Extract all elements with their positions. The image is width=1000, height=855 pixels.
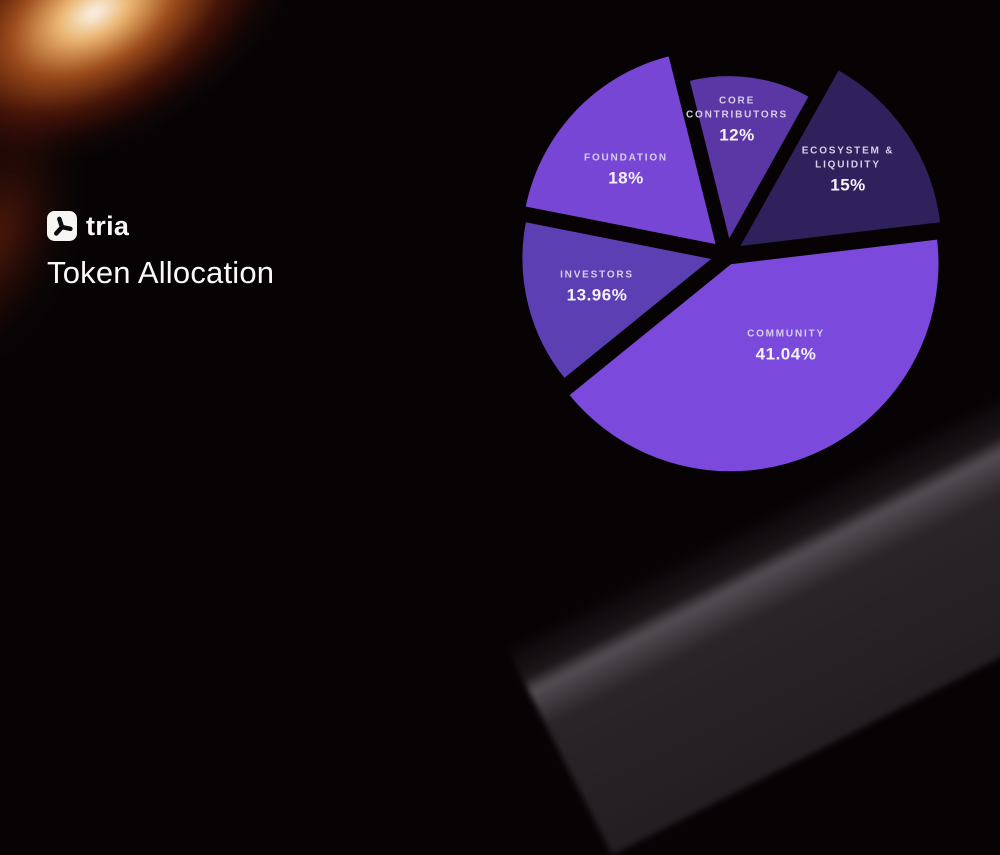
pie-label-core-contributors: CORE CONTRIBUTORS 12% [686, 95, 788, 146]
page-title: Token Allocation [47, 255, 275, 290]
pie-label-name-line: LIQUIDITY [815, 159, 881, 171]
brand-name: tria [86, 210, 130, 241]
pie-label-name-line: CORE [718, 95, 756, 107]
pie-slice-community [566, 237, 941, 474]
pie-slice-core-contributors [687, 74, 812, 244]
brand-row: tria [47, 211, 274, 241]
pie-svg [520, 53, 943, 474]
token-allocation-pie-chart: CORE CONTRIBUTORS 12% ECOSYSTEM & LIQUIDITY 1… [520, 53, 943, 474]
pie-slice-ecosystem-liquidity [736, 67, 943, 249]
pie-label-name-line: COMMUNITY [747, 328, 825, 340]
brand-block: tria Token Allocation [47, 211, 274, 291]
pie-slice-foundation [523, 53, 719, 247]
pie-label-value: 41.04% [755, 344, 817, 364]
pie-slice-investors [520, 219, 716, 381]
tria-logo-icon [47, 211, 77, 241]
pie-label-value: 15% [830, 175, 866, 195]
pie-label-name-line: FOUNDATION [584, 152, 668, 164]
pie-label-value: 13.96% [566, 285, 628, 305]
pie-label-name-line: ECOSYSTEM & [801, 145, 895, 157]
pie-label-investors: INVESTORS 13.96% [560, 269, 634, 306]
pie-label-community: COMMUNITY 41.04% [747, 328, 825, 365]
pie-label-foundation: FOUNDATION 18% [584, 152, 668, 189]
pie-label-name-line: INVESTORS [560, 269, 634, 281]
pie-label-name-line: CONTRIBUTORS [686, 109, 788, 121]
pie-label-ecosystem-liquidity: ECOSYSTEM & LIQUIDITY 15% [802, 145, 895, 196]
pie-label-value: 12% [719, 125, 755, 145]
pie-label-value: 18% [608, 168, 644, 188]
